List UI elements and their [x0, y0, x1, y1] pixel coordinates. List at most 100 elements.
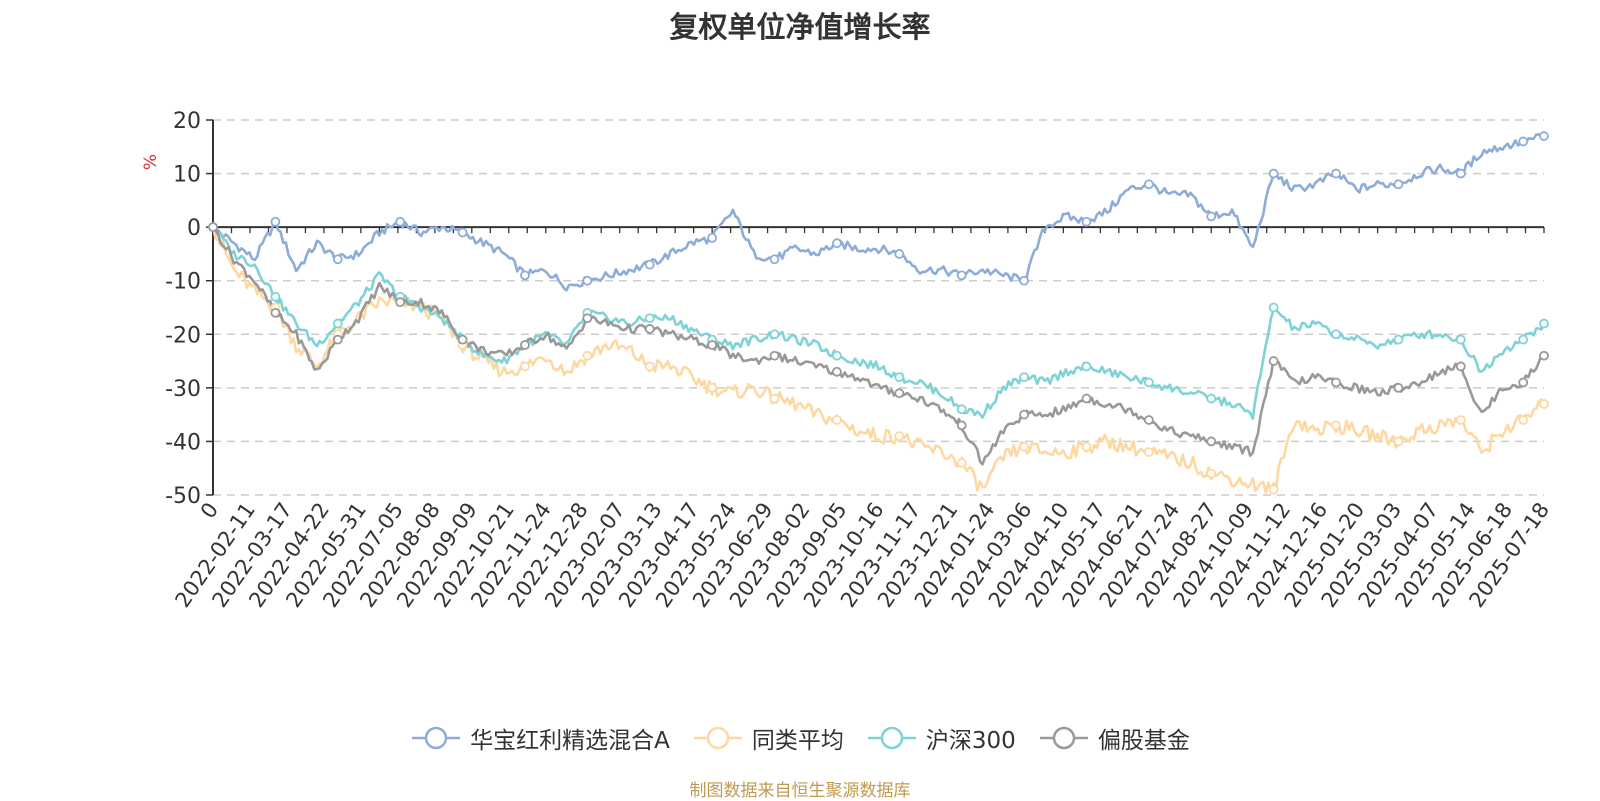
data-point [894, 372, 905, 383]
y-tick-label: -30 [165, 377, 201, 402]
legend-label: 华宝红利精选混合A [470, 728, 670, 754]
y-tick-label: -20 [165, 323, 201, 348]
series-line [212, 225, 1544, 466]
data-point [395, 297, 406, 308]
data-point [395, 216, 406, 227]
data-point [1081, 361, 1092, 372]
data-point [1206, 393, 1217, 404]
data-point [644, 361, 655, 372]
data-point [1331, 420, 1341, 431]
y-axis-unit: % [141, 154, 161, 170]
data-point [1539, 131, 1549, 141]
data-point [1539, 318, 1549, 329]
y-tick-label: -10 [165, 270, 201, 295]
x-tick-label: 0 [196, 498, 223, 523]
data-point [832, 366, 842, 377]
data-point [769, 329, 780, 340]
data-point [956, 270, 967, 281]
legend-marker-icon [1039, 726, 1088, 750]
legend-item[interactable]: 同类平均 [692, 721, 844, 755]
data-point [582, 313, 593, 324]
data-point [769, 350, 780, 361]
data-point [270, 307, 281, 318]
data-point [457, 227, 468, 238]
data-point [1206, 436, 1217, 447]
data-point [1081, 216, 1092, 227]
data-point [1019, 275, 1029, 286]
legend-marker-icon [867, 726, 916, 750]
data-point [332, 318, 343, 329]
data-point [332, 334, 343, 345]
data-point [644, 324, 655, 334]
data-point [1518, 136, 1529, 147]
data-point [1393, 382, 1404, 393]
data-point [1393, 179, 1404, 190]
data-point [894, 431, 905, 441]
data-point [707, 232, 718, 243]
data-point [1206, 211, 1217, 222]
data-point [1331, 377, 1341, 388]
data-point [1539, 399, 1549, 409]
y-tick-label: -40 [165, 430, 201, 455]
data-point [457, 334, 468, 345]
data-point [644, 259, 655, 270]
data-point [1455, 334, 1466, 345]
legend-label: 沪深300 [925, 728, 1016, 754]
data-point [1518, 377, 1529, 388]
y-tick-label: 20 [173, 109, 201, 134]
data-point [1268, 168, 1279, 179]
data-point [1019, 409, 1029, 420]
data-point [582, 275, 593, 286]
data-point [832, 238, 842, 249]
data-point [1518, 334, 1529, 345]
data-point [1518, 415, 1529, 425]
data-point [1455, 415, 1466, 425]
data-point [1019, 372, 1029, 383]
series-line [211, 226, 1546, 420]
series-line [213, 133, 1545, 292]
grid-lines [213, 119, 1544, 496]
data-point [956, 404, 967, 415]
axes: 20100-10-20-30-40-5002022-02-112022-03-1… [165, 109, 1554, 612]
data-point [1143, 447, 1154, 458]
data-point [1268, 356, 1279, 366]
data-point [1081, 441, 1092, 452]
data-point [520, 361, 530, 372]
data-point [1539, 350, 1549, 361]
data-point [956, 457, 967, 468]
legend: 华宝红利精选混合A 同类平均 沪深300 偏股基金 [0, 721, 1600, 755]
data-point [520, 340, 530, 350]
data-point [332, 254, 343, 265]
data-point [894, 249, 905, 259]
data-point [520, 270, 530, 281]
legend-marker-icon [693, 726, 742, 750]
chart-title: 复权单位净值增长率 [669, 10, 931, 44]
legend-item[interactable]: 偏股基金 [1038, 721, 1190, 755]
data-point [832, 415, 842, 425]
data-point [769, 254, 780, 265]
data-point [1393, 334, 1404, 345]
data-point [270, 216, 281, 227]
data-point [1455, 361, 1466, 372]
data-point [769, 393, 780, 404]
data-point [1019, 441, 1029, 452]
data-point [832, 350, 842, 361]
series-markers [208, 131, 1549, 495]
data-point [1206, 468, 1217, 479]
y-tick-label: 10 [173, 163, 201, 188]
y-tick-label: 0 [187, 216, 201, 241]
data-point [707, 382, 718, 393]
data-point [707, 340, 718, 350]
data-point [1081, 393, 1092, 404]
legend-label: 偏股基金 [1097, 728, 1190, 754]
data-point [1268, 302, 1279, 313]
legend-item[interactable]: 华宝红利精选混合A [410, 721, 670, 755]
data-point [1143, 377, 1154, 388]
series-lines [211, 133, 1546, 494]
data-point [1143, 179, 1154, 190]
data-point [208, 222, 218, 233]
y-tick-label: -50 [165, 484, 201, 509]
legend-item[interactable]: 沪深300 [866, 721, 1016, 755]
data-point [1143, 415, 1154, 425]
